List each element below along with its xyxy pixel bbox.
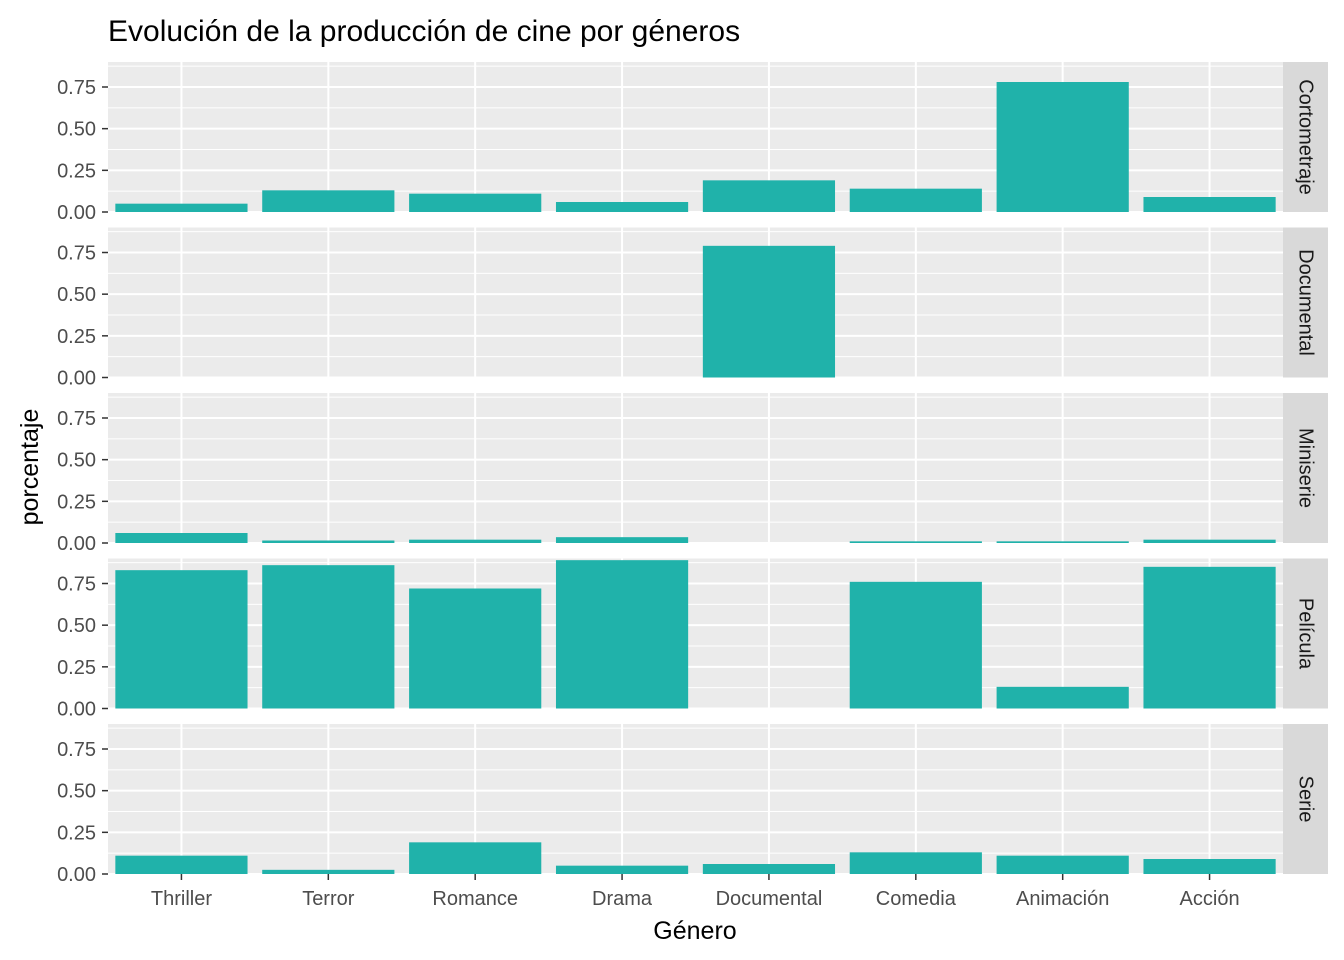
bar-animación (996, 686, 1129, 709)
facet-panel-documental: 0.00 0.25 0.50 0.75 Documental (57, 227, 1328, 390)
y-tick-label: 0.50 (57, 615, 96, 637)
x-tick-label: Documental (716, 888, 823, 910)
y-tick-label: 0.00 (57, 864, 96, 886)
x-tick-label: Thriller (151, 888, 212, 910)
y-tick-label: 0.50 (57, 284, 96, 306)
facet-panel-película: 0.00 0.25 0.50 0.75 Película (57, 558, 1328, 721)
panel-background (108, 724, 1283, 874)
y-tick-label: 0.50 (57, 119, 96, 141)
bar-acción (1143, 539, 1276, 543)
bar-terror (262, 540, 395, 543)
facet-strip (1283, 227, 1328, 378)
facet-strip-label: Cortometraje (1295, 79, 1317, 195)
facet-strip-label: Miniserie (1295, 428, 1317, 508)
bar-thriller (115, 855, 248, 874)
bar-terror (262, 565, 395, 709)
bar-comedia (849, 581, 982, 709)
bar-drama (555, 560, 689, 709)
facet-strip (1283, 62, 1328, 212)
y-tick-label: 0.75 (57, 574, 96, 596)
x-tick-label: Terror (302, 888, 355, 910)
panel-background (108, 227, 1283, 378)
bar-acción (1143, 859, 1276, 874)
bar-comedia (849, 852, 982, 874)
facet-panel-serie: 0.00 0.25 0.50 0.75 Serie Thriller Terror Roman… (57, 724, 1328, 910)
facet-strip-label: Documental (1295, 249, 1317, 356)
facet-strip (1283, 724, 1328, 874)
y-axis-title: porcentaje (16, 409, 44, 526)
y-tick-label: 0.25 (57, 326, 96, 348)
facet-strip (1283, 393, 1328, 543)
y-tick-label: 0.75 (57, 408, 96, 430)
x-tick-label: Drama (592, 888, 653, 910)
y-tick-label: 0.25 (57, 657, 96, 679)
bar-comedia (849, 188, 982, 212)
bar-acción (1143, 197, 1276, 212)
chart-title: Evolución de la producción de cine por g… (108, 15, 740, 48)
panel-background (108, 393, 1283, 543)
bar-thriller (115, 570, 248, 709)
bar-terror (262, 190, 395, 212)
x-tick-label: Comedia (876, 888, 957, 910)
bar-thriller (115, 533, 248, 543)
y-tick-label: 0.00 (57, 533, 96, 555)
y-tick-label: 0.25 (57, 822, 96, 844)
facet-panel-cortometraje: 0.00 0.25 0.50 0.75 Cortometraje (57, 62, 1328, 224)
bar-romance (409, 539, 542, 543)
x-tick-label: Animación (1016, 888, 1109, 910)
bar-documental (702, 864, 836, 874)
y-tick-label: 0.25 (57, 491, 96, 513)
facet-strip (1283, 558, 1328, 709)
x-axis-title: Género (653, 917, 736, 945)
y-tick-label: 0.75 (57, 243, 96, 265)
y-tick-label: 0.00 (57, 202, 96, 224)
y-tick-label: 0.25 (57, 160, 96, 182)
y-tick-label: 0.00 (57, 699, 96, 721)
bar-drama (555, 202, 689, 212)
bar-terror (262, 869, 395, 874)
bar-drama (555, 865, 689, 874)
bar-romance (409, 193, 542, 212)
y-tick-label: 0.75 (57, 739, 96, 761)
x-tick-label: Romance (432, 888, 518, 910)
bar-animación (996, 541, 1129, 543)
bar-comedia (849, 541, 982, 543)
y-tick-label: 0.75 (57, 77, 96, 99)
bar-thriller (115, 203, 248, 212)
bar-drama (555, 537, 689, 543)
y-tick-label: 0.00 (57, 368, 96, 390)
bar-acción (1143, 566, 1276, 709)
bar-romance (409, 588, 542, 709)
bar-documental (702, 180, 836, 212)
bar-animación (996, 82, 1129, 212)
bar-romance (409, 842, 542, 874)
facet-strip-label: Película (1295, 598, 1317, 670)
facet-panel-miniserie: 0.00 0.25 0.50 0.75 Miniserie (57, 393, 1328, 555)
facet-panels: 0.00 0.25 0.50 0.75 Cortometraje 0.00 0.25 0.50… (57, 62, 1328, 910)
facet-strip-label: Serie (1295, 776, 1317, 823)
x-tick-label: Acción (1180, 888, 1240, 910)
y-tick-label: 0.50 (57, 781, 96, 803)
bar-documental (702, 245, 836, 378)
bar-animación (996, 855, 1129, 874)
y-tick-label: 0.50 (57, 450, 96, 472)
